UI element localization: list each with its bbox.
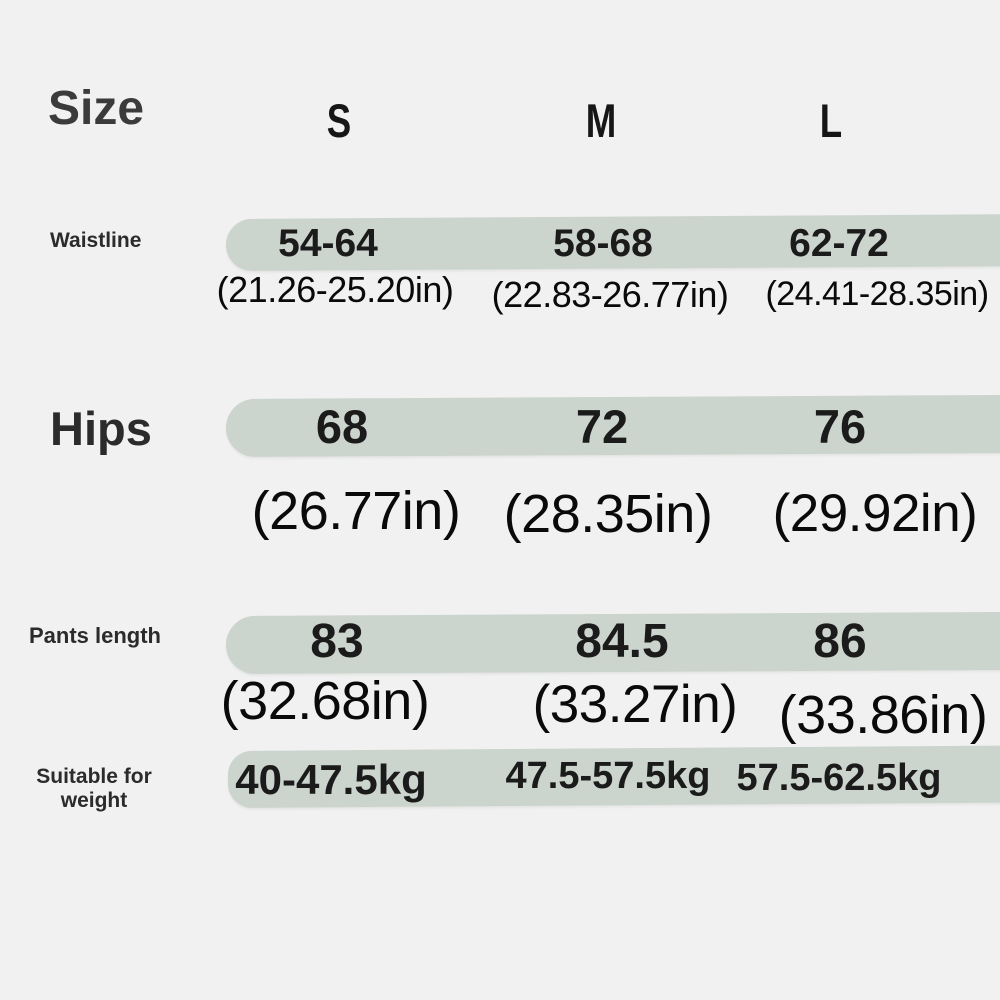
- row-label-hips: Hips: [50, 402, 152, 455]
- hips-value-l: 76: [813, 400, 867, 453]
- pants-length-value-s: 83: [310, 615, 364, 668]
- pants-length-inches-m: (33.27in): [532, 675, 738, 734]
- weight-value-l: 57.5-62.5kg: [736, 757, 942, 799]
- row-label-waistline: Waistline: [50, 229, 142, 252]
- waistline-value-s: 54-64: [278, 222, 378, 265]
- size-chart-title: Size: [48, 82, 145, 135]
- pants-length-value-m: 84.5: [575, 615, 669, 668]
- waistline-inches-s: (21.26-25.20in): [216, 269, 454, 310]
- pants-length-inches-l: (33.86in): [778, 685, 988, 745]
- waistline-inches-m: (22.83-26.77in): [491, 274, 729, 315]
- hips-inches-m: (28.35in): [503, 484, 713, 544]
- row-label-suitable-weight: Suitable for weight: [36, 765, 152, 813]
- waistline-inches-l: (24.41-28.35in): [765, 275, 989, 313]
- hips-inches-s: (26.77in): [251, 481, 461, 541]
- hips-inches-l: (29.92in): [772, 484, 978, 543]
- column-header-m: M: [585, 94, 617, 147]
- column-header-s: S: [326, 94, 352, 147]
- waistline-value-m: 58-68: [553, 222, 653, 265]
- waistline-value-l: 62-72: [789, 222, 889, 265]
- row-label-pants-length: Pants length: [28, 623, 161, 648]
- weight-value-m: 47.5-57.5kg: [505, 755, 711, 797]
- hips-value-m: 72: [575, 400, 629, 453]
- hips-value-s: 68: [315, 400, 369, 453]
- column-header-l: L: [819, 94, 843, 147]
- pants-length-inches-s: (32.68in): [220, 671, 430, 731]
- weight-value-s: 40-47.5kg: [235, 756, 427, 803]
- pants-length-value-l: 86: [813, 615, 867, 668]
